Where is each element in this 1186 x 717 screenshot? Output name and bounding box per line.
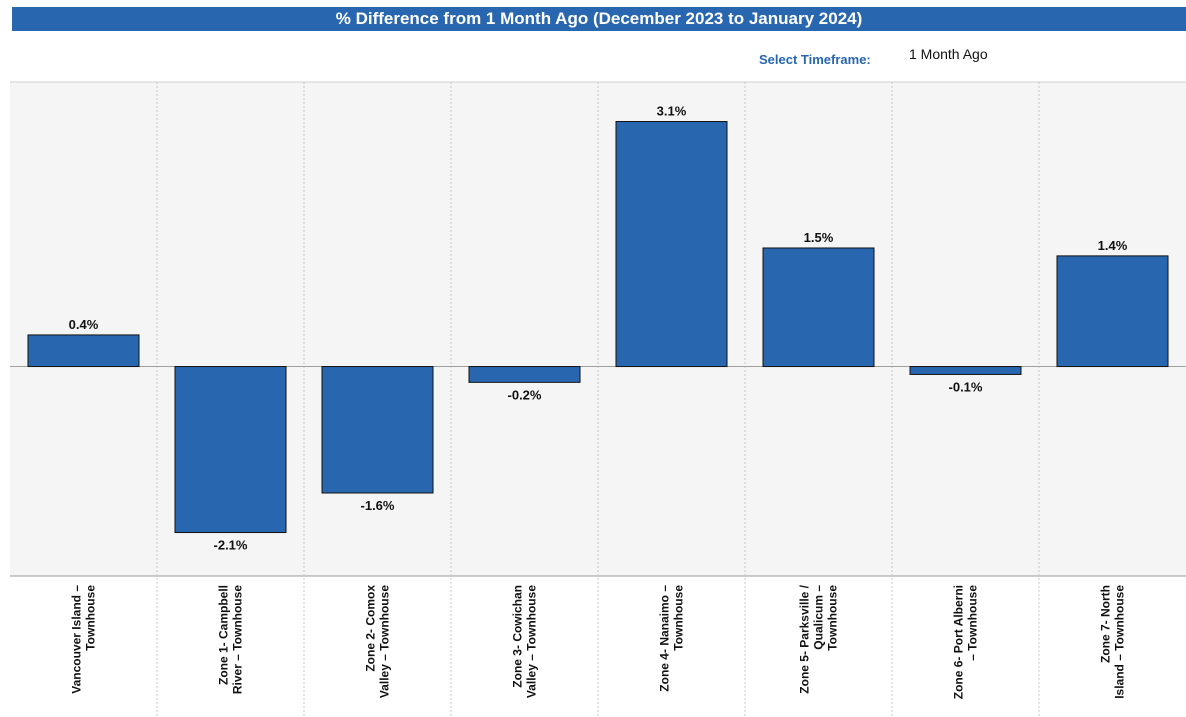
data-label: -0.2% [508,387,542,402]
data-label: -1.6% [361,498,395,513]
x-tick-label-line: River – Townhouse [231,585,245,694]
x-tick-label: Zone 6- Port Alberni – Townhouse [952,585,980,700]
bar [468,366,581,383]
data-label: 3.1% [657,104,687,119]
x-tick-label-line: Zone 5- Parksville / [798,584,812,693]
x-tick-label-line: Valley – Townhouse [378,585,392,698]
x-tick-label-line: Zone 4- Nanaimo – [658,585,672,692]
x-tick-label-line: Zone 7- North [1099,585,1113,663]
data-label: 0.4% [69,317,99,332]
data-label: 1.5% [804,230,834,245]
x-tick-label-line: Townhouse [826,585,840,651]
x-tick-label-line: Valley – Townhouse [525,585,539,698]
x-tick-label: Zone 5- Parksville / Qualicum – Townhouse [798,584,840,693]
x-tick-label: Zone 7- North Island – Townhouse [1099,585,1127,699]
x-tick-label-line: Zone 1- Campbell [217,585,231,685]
x-tick-label-line: Vancouver Island – [70,585,84,694]
data-label: 1.4% [1098,238,1128,253]
x-tick-label: Zone 3- Cowichan Valley – Townhouse [511,585,539,698]
x-tick-label: Vancouver Island – Townhouse [70,585,98,694]
bar [174,366,287,534]
bar [762,247,875,368]
x-tick-label-line: Townhouse [672,585,686,651]
bar [27,334,140,368]
bar [1056,255,1169,368]
x-tick-label: Zone 4- Nanaimo – Townhouse [658,585,686,692]
timeframe-select[interactable]: 1 Month Ago [909,46,988,62]
bar [615,121,728,368]
x-tick-label-line: Zone 6- Port Alberni [952,585,966,699]
bar [321,366,434,494]
x-tick-label-line: Zone 3- Cowichan [511,585,525,688]
x-tick-label-line: Qualicum – [812,585,826,650]
timeframe-label: Select Timeframe: [759,52,871,67]
chart-title: % Difference from 1 Month Ago (December … [12,7,1186,31]
data-label: -0.1% [949,379,983,394]
x-tick-label-line: Island – Townhouse [1113,585,1127,699]
x-tick-label-line: – Townhouse [966,585,980,661]
data-label: -2.1% [214,538,248,553]
bar [909,366,1022,375]
x-tick-label: Zone 1- Campbell River – Townhouse [217,585,245,694]
x-tick-label-line: Zone 2- Comox [364,585,378,672]
x-tick-label: Zone 2- Comox Valley – Townhouse [364,585,392,698]
x-tick-label-line: Townhouse [84,585,98,651]
